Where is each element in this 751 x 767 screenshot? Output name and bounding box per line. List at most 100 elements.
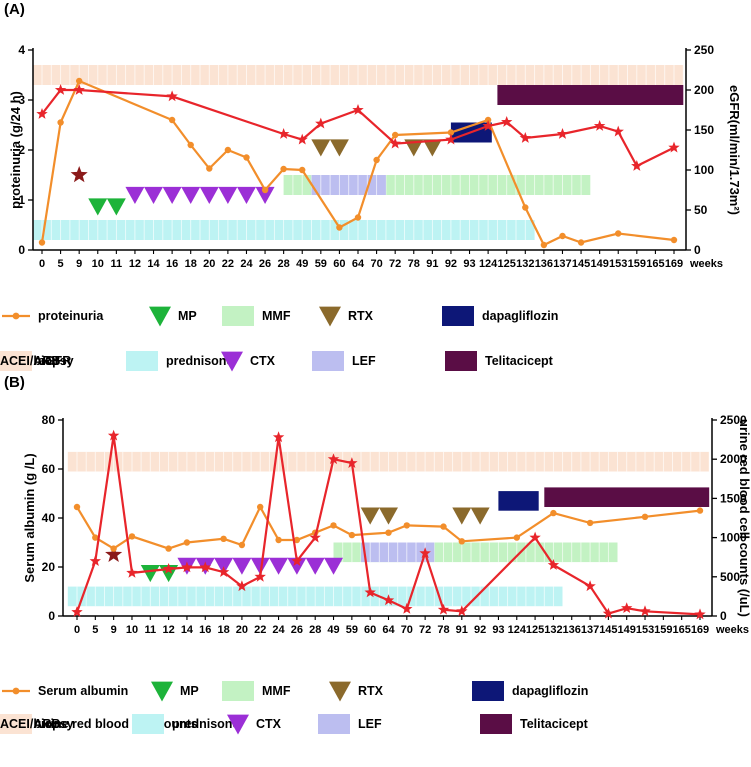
legend-label-acei-arb: ACEI/ARB <box>0 354 60 368</box>
data-point-serum-albumin <box>696 507 704 514</box>
legend-swatch-prednisone <box>126 351 158 371</box>
x-tick-label: 92 <box>474 624 486 636</box>
event-rtx-marker <box>329 139 349 157</box>
x-tick-label: 5 <box>58 258 64 270</box>
data-point-proteinuria <box>559 232 566 240</box>
x-tick-label: 92 <box>445 258 457 270</box>
right-tick-label: 500 <box>720 570 740 584</box>
data-point-serum-albumin <box>165 545 172 552</box>
x-tick-label: 145 <box>572 258 590 270</box>
data-point-serum-albumin <box>275 536 282 544</box>
legend-marker-ctx <box>221 351 243 372</box>
right-tick-label: 100 <box>694 163 714 177</box>
x-tick-label: 132 <box>544 624 562 636</box>
x-tick-label: 137 <box>581 624 599 636</box>
data-point-proteinuria <box>206 165 213 172</box>
event-ctx-marker <box>324 557 344 575</box>
legend-swatch-dapagliflozin <box>442 306 474 326</box>
data-point-proteinuria <box>484 116 492 124</box>
event-ctx-marker <box>218 186 238 205</box>
data-point-egfr <box>277 128 290 139</box>
data-point-proteinuria <box>57 119 64 126</box>
data-point-proteinuria <box>261 186 269 194</box>
x-tick-label: 169 <box>665 258 683 270</box>
data-point-urine-red-blood-cell-counts <box>162 563 175 574</box>
left-tick-label: 0 <box>48 609 55 623</box>
data-point-serum-albumin <box>513 534 520 541</box>
legend-marker-proteinuria <box>12 312 20 320</box>
data-point-egfr <box>166 90 178 102</box>
right-tick-label: 1000 <box>720 531 747 545</box>
y-axis-title-right: urine red blood cell counts (/uL) <box>737 419 751 617</box>
x-tick-label: 14 <box>147 258 160 270</box>
data-point-urine-red-blood-cell-counts <box>346 457 358 468</box>
x-tick-label: 145 <box>599 624 617 636</box>
data-point-proteinuria <box>670 236 678 244</box>
x-tick-label: 20 <box>203 258 215 270</box>
data-point-egfr <box>352 104 364 115</box>
x-tick-label: 24 <box>272 624 285 636</box>
data-point-egfr <box>36 108 48 119</box>
data-point-urine-red-blood-cell-counts <box>71 606 83 617</box>
data-point-egfr <box>501 116 513 127</box>
x-tick-label: 9 <box>76 258 82 270</box>
y-axis-title-left: proteinuria (g/24 h) <box>8 91 23 209</box>
data-point-serum-albumin <box>220 535 227 542</box>
x-tick-label: 18 <box>185 258 197 270</box>
x-tick-label: 18 <box>217 624 229 636</box>
event-ctx-marker <box>162 186 182 205</box>
data-point-serum-albumin <box>586 519 594 527</box>
x-tick-label: 165 <box>672 624 690 636</box>
x-tick-label: 149 <box>618 624 636 636</box>
left-tick-label: 1 <box>18 193 25 207</box>
data-point-proteinuria <box>168 116 176 124</box>
data-point-urine-red-blood-cell-counts <box>272 431 285 443</box>
data-point-proteinuria <box>299 166 306 174</box>
x-tick-label: 93 <box>463 258 475 270</box>
x-tick-label: 64 <box>382 624 395 636</box>
legend-swatch-telitacicept <box>480 714 512 734</box>
data-point-egfr <box>482 120 494 131</box>
left-tick-label: 80 <box>42 413 56 427</box>
data-point-urine-red-blood-cell-counts <box>291 555 303 566</box>
x-tick-label: 26 <box>291 624 303 636</box>
x-tick-label: 64 <box>352 258 365 270</box>
data-point-proteinuria <box>187 141 194 149</box>
data-point-urine-red-blood-cell-counts <box>602 607 615 619</box>
data-point-serum-albumin <box>73 503 81 511</box>
x-tick-label: 26 <box>259 258 271 270</box>
x-tick-label: 72 <box>419 624 431 636</box>
data-point-serum-albumin <box>110 545 117 552</box>
event-rtx-marker <box>452 507 472 525</box>
data-point-urine-red-blood-cell-counts <box>107 429 120 441</box>
x-tick-label: 22 <box>254 624 266 636</box>
x-tick-label: 12 <box>162 624 174 636</box>
left-tick-label: 0 <box>18 243 25 257</box>
x-tick-label: 136 <box>563 624 581 636</box>
legend-marker-rtx <box>319 306 341 327</box>
x-tick-label: 149 <box>590 258 608 270</box>
data-point-urine-red-blood-cell-counts <box>401 602 413 614</box>
data-point-egfr <box>73 84 85 95</box>
data-point-proteinuria <box>373 156 380 164</box>
right-tick-label: 2000 <box>720 452 747 466</box>
data-point-egfr <box>445 133 457 145</box>
legend-swatch-telitacicept <box>445 351 477 371</box>
right-tick-label: 50 <box>694 203 708 217</box>
event-ctx-marker <box>250 557 270 575</box>
x-tick-label: 78 <box>437 624 449 636</box>
x-tick-label: 22 <box>222 258 234 270</box>
event-rtx-marker <box>379 507 398 525</box>
x-tick-label: 20 <box>236 624 248 636</box>
x-tick-label: 11 <box>144 624 156 636</box>
data-point-egfr <box>668 141 680 153</box>
event-ctx-marker <box>144 186 164 205</box>
legend-label-proteinuria: proteinuria <box>38 309 104 323</box>
right-tick-label: 2500 <box>720 413 747 427</box>
event-ctx-marker <box>232 557 252 575</box>
x-tick-label: 70 <box>401 624 413 636</box>
x-tick-label: 0 <box>39 258 45 270</box>
x-tick-label: 125 <box>526 624 544 636</box>
data-point-urine-red-blood-cell-counts <box>456 605 468 617</box>
